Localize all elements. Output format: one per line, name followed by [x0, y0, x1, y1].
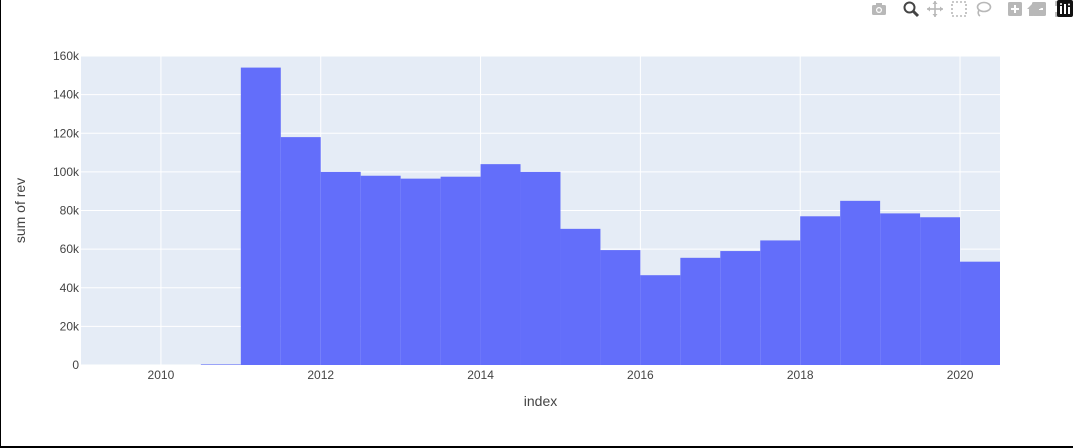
- y-axis-title: sum of rev: [12, 178, 28, 243]
- histogram-bar[interactable]: [920, 217, 961, 365]
- x-tick-label: 2016: [627, 368, 654, 382]
- lasso-icon[interactable]: [974, 0, 992, 18]
- zoom-icon[interactable]: [902, 0, 920, 18]
- y-tick-label: 40k: [60, 281, 80, 295]
- x-tick-label: 2014: [467, 368, 494, 382]
- x-tick-label: 2010: [148, 368, 175, 382]
- pan-icon[interactable]: [926, 0, 944, 18]
- histogram-bar[interactable]: [960, 261, 1000, 365]
- zoom-in-icon[interactable]: [1006, 0, 1024, 18]
- histogram-bar[interactable]: [800, 216, 841, 365]
- y-tick-label: 160k: [53, 49, 80, 63]
- histogram-bar[interactable]: [640, 275, 681, 365]
- plotly-logo-icon[interactable]: [1057, 0, 1073, 18]
- bars: [200, 67, 1000, 366]
- y-axis-ticks: 0 20k 40k 60k 80k 100k 120k 140k 160k: [53, 49, 80, 372]
- y-tick-label: 0: [72, 358, 79, 372]
- x-tick-label: 2012: [307, 368, 334, 382]
- histogram-bar[interactable]: [520, 171, 561, 365]
- x-axis-title: index: [524, 393, 557, 409]
- y-tick-label: 100k: [53, 165, 80, 179]
- y-tick-label: 80k: [60, 204, 80, 218]
- histogram-bar[interactable]: [440, 176, 481, 365]
- histogram-bar[interactable]: [680, 257, 721, 365]
- histogram-bar[interactable]: [760, 240, 801, 365]
- histogram-bar[interactable]: [280, 137, 321, 365]
- histogram-bar[interactable]: [480, 164, 521, 365]
- histogram-bar[interactable]: [560, 228, 601, 365]
- y-tick-label: 120k: [53, 126, 80, 140]
- box-select-icon[interactable]: [950, 0, 968, 18]
- y-tick-label: 60k: [60, 242, 80, 256]
- y-tick-label: 140k: [53, 88, 80, 102]
- camera-icon[interactable]: [870, 0, 888, 18]
- histogram-bar[interactable]: [320, 171, 361, 365]
- histogram-bar[interactable]: [880, 213, 921, 365]
- x-tick-label: 2020: [947, 368, 974, 382]
- y-tick-label: 20k: [60, 319, 80, 333]
- histogram-bar[interactable]: [840, 200, 881, 365]
- reset-axes-icon[interactable]: [1025, 0, 1043, 18]
- histogram-bar[interactable]: [600, 250, 641, 365]
- histogram-bar[interactable]: [400, 178, 441, 365]
- histogram-bar[interactable]: [200, 364, 241, 365]
- histogram-bar[interactable]: [360, 175, 401, 365]
- histogram-bar[interactable]: [720, 251, 761, 365]
- x-tick-label: 2018: [787, 368, 814, 382]
- histogram-bar[interactable]: [240, 67, 281, 366]
- x-axis-ticks: 2010 2012 2014 2016 2018 2020: [148, 368, 974, 382]
